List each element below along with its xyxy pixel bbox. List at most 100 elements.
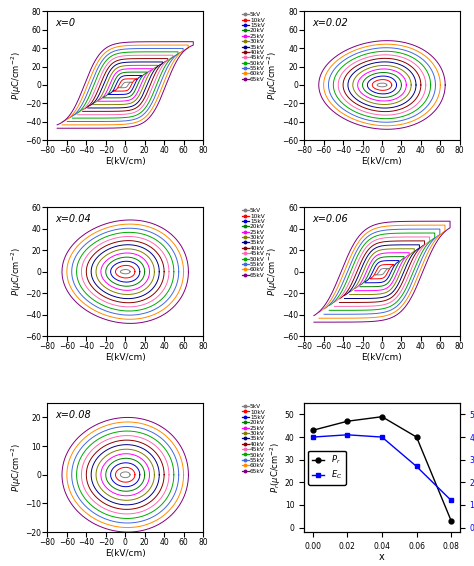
45kV <box>343 285 349 292</box>
30kV <box>90 101 96 108</box>
35kV <box>363 101 368 108</box>
30kV <box>152 268 157 275</box>
5kV <box>379 80 384 87</box>
65kV <box>71 105 77 112</box>
65kV <box>319 70 324 77</box>
5kV <box>123 469 128 475</box>
50kV <box>144 431 150 438</box>
45kV <box>85 286 91 293</box>
45kV <box>126 303 132 310</box>
50kV <box>124 307 129 314</box>
55kV <box>96 305 102 311</box>
10kV <box>113 86 119 93</box>
5kV <box>376 272 382 278</box>
20kV <box>113 486 118 492</box>
65kV <box>186 471 191 478</box>
5kV <box>118 473 124 479</box>
50kV <box>327 302 332 309</box>
65kV <box>62 456 67 462</box>
60kV <box>181 471 186 478</box>
50kV <box>76 460 82 466</box>
10kV <box>123 464 128 471</box>
35kV <box>377 59 383 66</box>
5kV <box>122 266 128 273</box>
10kV <box>374 276 380 282</box>
25kV <box>95 98 101 105</box>
15kV <box>105 91 111 97</box>
30kV <box>121 446 127 453</box>
25kV <box>367 287 373 294</box>
15kV <box>122 91 128 98</box>
Line: 15kV: 15kV <box>367 76 397 94</box>
25kV <box>367 95 373 102</box>
Line: 45kV: 45kV <box>78 55 173 115</box>
35kV <box>94 95 100 102</box>
50kV <box>401 50 406 57</box>
15kV <box>123 460 128 466</box>
60kV <box>351 315 356 321</box>
25kV <box>381 97 387 104</box>
5kV <box>384 266 390 273</box>
50kV <box>356 110 361 117</box>
Line: $E_C$: $E_C$ <box>310 432 454 503</box>
40kV <box>337 295 342 302</box>
30kV <box>152 471 157 478</box>
Line: 65kV: 65kV <box>57 42 193 128</box>
5kV <box>117 84 123 91</box>
25kV <box>378 286 384 293</box>
X-axis label: E(kV/cm): E(kV/cm) <box>105 157 146 166</box>
25kV <box>135 89 140 96</box>
15kV <box>129 259 135 265</box>
40kV <box>422 238 428 245</box>
5kV <box>122 84 128 91</box>
Line: 45kV: 45kV <box>82 237 169 307</box>
Line: 40kV: 40kV <box>343 58 421 112</box>
35kV <box>342 295 347 302</box>
40kV <box>124 299 129 306</box>
40kV <box>90 490 95 496</box>
5kV <box>122 474 128 481</box>
20kV <box>145 68 150 75</box>
Line: 45kV: 45kV <box>334 237 429 306</box>
30kV <box>141 83 146 89</box>
50kV <box>124 515 129 522</box>
$E_C$ <box>448 497 454 504</box>
50kV <box>428 82 433 88</box>
45kV <box>401 284 406 290</box>
40kV <box>347 284 353 290</box>
30kV <box>125 246 130 252</box>
40kV <box>103 108 109 115</box>
25kV <box>352 285 357 292</box>
65kV <box>328 292 333 299</box>
40kV <box>337 299 342 306</box>
60kV <box>127 221 133 228</box>
Line: 35kV: 35kV <box>91 445 159 505</box>
25kV <box>352 288 357 294</box>
30kV <box>355 280 360 287</box>
65kV <box>128 320 133 327</box>
55kV <box>77 290 83 297</box>
Line: 30kV: 30kV <box>350 249 414 294</box>
Line: 40kV: 40kV <box>82 58 168 112</box>
20kV <box>123 488 128 495</box>
35kV <box>85 103 91 110</box>
X-axis label: E(kV/cm): E(kV/cm) <box>105 548 146 558</box>
60kV <box>438 82 443 88</box>
Text: x=0.08: x=0.08 <box>55 410 91 419</box>
Line: 40kV: 40kV <box>339 241 425 302</box>
35kV <box>378 294 383 301</box>
60kV <box>158 86 164 93</box>
Line: 30kV: 30kV <box>96 249 155 294</box>
15kV <box>109 88 115 95</box>
Line: 25kV: 25kV <box>358 69 406 101</box>
40kV <box>377 298 383 305</box>
40kV <box>126 299 131 306</box>
25kV <box>124 287 130 294</box>
25kV <box>124 250 130 256</box>
Line: 30kV: 30kV <box>96 449 155 500</box>
50kV <box>120 428 126 435</box>
Line: 10kV: 10kV <box>113 79 137 91</box>
45kV <box>337 74 343 80</box>
55kV <box>161 71 167 78</box>
65kV <box>119 414 125 421</box>
